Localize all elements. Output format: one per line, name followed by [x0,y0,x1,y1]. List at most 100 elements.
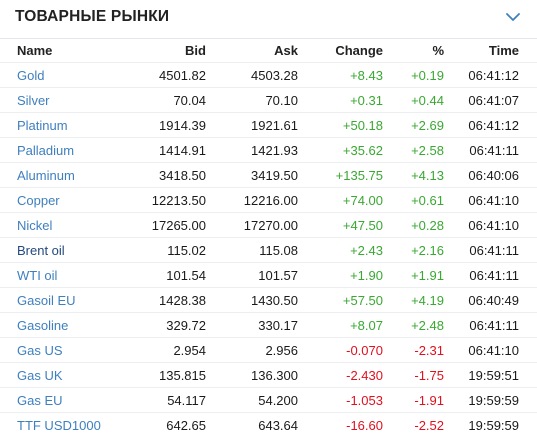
instrument-name-link[interactable]: TTF USD1000 [0,413,107,437]
widget-header: ТОВАРНЫЕ РЫНКИ [0,0,537,39]
ask-value: 643.64 [206,413,298,437]
ask-value: 101.57 [206,263,298,288]
change-value: +74.00 [298,188,383,213]
percent-change-value: +2.16 [383,238,444,263]
change-value: -0.070 [298,338,383,363]
column-header-bid: Bid [107,38,206,63]
change-value: +47.50 [298,213,383,238]
instrument-name-link[interactable]: Gold [0,63,107,88]
percent-change-value: +2.58 [383,138,444,163]
time-value: 19:59:59 [444,388,537,413]
bid-value: 135.815 [107,363,206,388]
percent-change-value: -1.75 [383,363,444,388]
bid-value: 4501.82 [107,63,206,88]
ask-value: 12216.00 [206,188,298,213]
ask-value: 54.200 [206,388,298,413]
widget-title: ТОВАРНЫЕ РЫНКИ [15,8,169,26]
column-header-ask: Ask [206,38,298,63]
percent-change-value: +4.13 [383,163,444,188]
instrument-name-link[interactable]: WTI oil [0,263,107,288]
time-value: 06:41:12 [444,113,537,138]
ask-value: 2.956 [206,338,298,363]
column-header-percent: % [383,38,444,63]
percent-change-value: +0.44 [383,88,444,113]
ask-value: 136.300 [206,363,298,388]
time-value: 19:59:59 [444,413,537,437]
instrument-name-link[interactable]: Gas EU [0,388,107,413]
instrument-name-link[interactable]: Nickel [0,213,107,238]
column-header-name: Name [0,38,107,63]
ask-value: 70.10 [206,88,298,113]
instrument-name-link[interactable]: Gasoil EU [0,288,107,313]
change-value: +50.18 [298,113,383,138]
instrument-name-link[interactable]: Palladium [0,138,107,163]
change-value: +1.90 [298,263,383,288]
instrument-name-link[interactable]: Copper [0,188,107,213]
percent-change-value: +1.91 [383,263,444,288]
change-value: +8.07 [298,313,383,338]
percent-change-value: -2.31 [383,338,444,363]
bid-value: 329.72 [107,313,206,338]
change-value: -16.60 [298,413,383,437]
ask-value: 4503.28 [206,63,298,88]
bid-value: 17265.00 [107,213,206,238]
bid-value: 115.02 [107,238,206,263]
change-value: -2.430 [298,363,383,388]
time-value: 06:41:10 [444,213,537,238]
instrument-name-link[interactable]: Brent oil [0,238,107,263]
percent-change-value: -1.91 [383,388,444,413]
bid-value: 12213.50 [107,188,206,213]
chevron-down-icon[interactable] [504,9,522,25]
percent-change-value: +2.48 [383,313,444,338]
change-value: +2.43 [298,238,383,263]
bid-value: 1428.38 [107,288,206,313]
time-value: 06:41:11 [444,313,537,338]
ask-value: 330.17 [206,313,298,338]
instrument-name-link[interactable]: Silver [0,88,107,113]
ask-value: 17270.00 [206,213,298,238]
table-header-row: Name Bid Ask Change % Time [0,38,537,63]
change-value: -1.053 [298,388,383,413]
time-value: 06:41:10 [444,338,537,363]
time-value: 06:41:12 [444,63,537,88]
time-value: 06:41:07 [444,88,537,113]
time-value: 06:41:11 [444,138,537,163]
change-value: +8.43 [298,63,383,88]
bid-value: 1414.91 [107,138,206,163]
percent-change-value: +0.61 [383,188,444,213]
percent-change-value: +4.19 [383,288,444,313]
instrument-name-link[interactable]: Gas UK [0,363,107,388]
column-header-change: Change [298,38,383,63]
ask-value: 115.08 [206,238,298,263]
bid-value: 1914.39 [107,113,206,138]
bid-value: 2.954 [107,338,206,363]
instrument-name-link[interactable]: Gasoline [0,313,107,338]
percent-change-value: +0.19 [383,63,444,88]
instrument-name-link[interactable]: Gas US [0,338,107,363]
change-value: +35.62 [298,138,383,163]
instrument-name-link[interactable]: Platinum [0,113,107,138]
bid-value: 3418.50 [107,163,206,188]
time-value: 06:40:06 [444,163,537,188]
time-value: 06:41:10 [444,188,537,213]
instrument-name-link[interactable]: Aluminum [0,163,107,188]
time-value: 06:41:11 [444,263,537,288]
